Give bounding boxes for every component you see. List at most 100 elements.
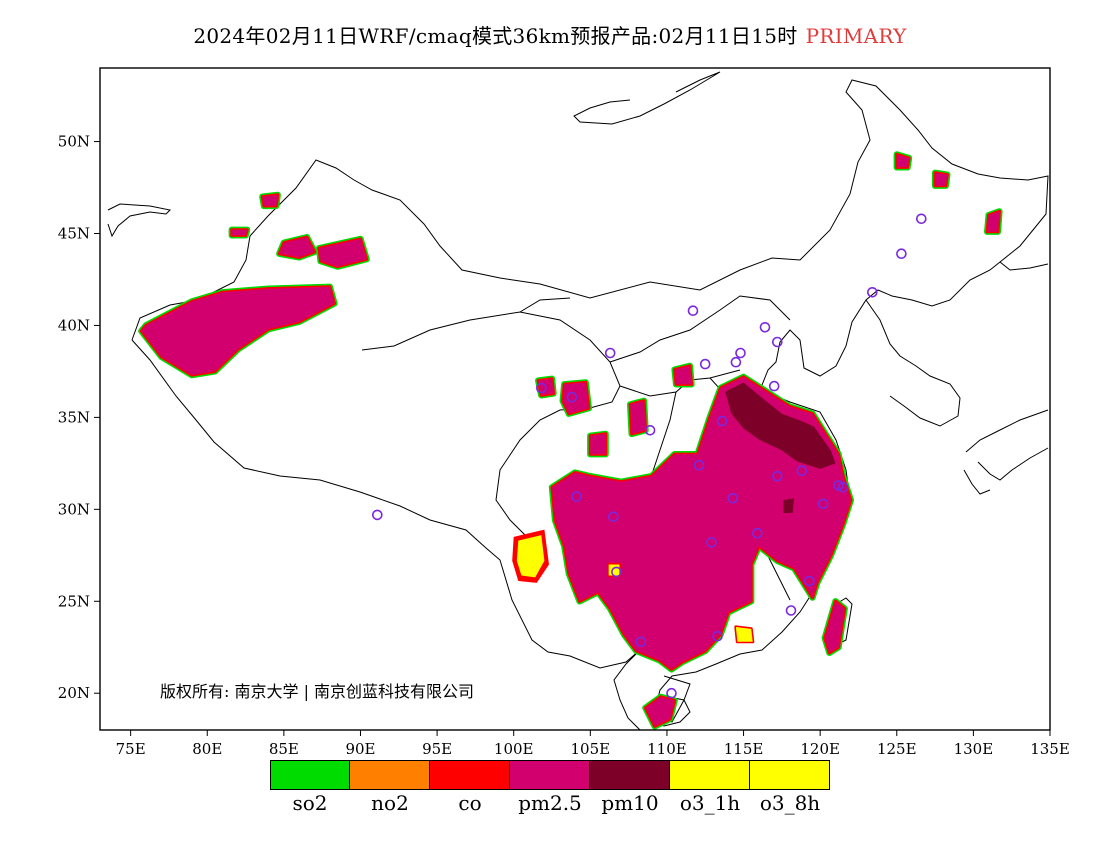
lon-tick-label: 120E [800, 740, 840, 758]
lon-tick-label: 80E [192, 740, 222, 758]
site-marker [915, 213, 927, 225]
site-marker [644, 424, 656, 436]
site-marker [796, 465, 808, 477]
o3-region-guangdong-o3 [735, 627, 753, 642]
site-marker [768, 380, 780, 392]
legend-swatch-no2 [350, 760, 430, 790]
legend-swatch-co [430, 760, 510, 790]
pm25-region-ne-c [987, 211, 1000, 232]
site-marker [371, 509, 383, 521]
legend-label: no2 [371, 791, 409, 815]
pollutant-layers [138, 151, 1003, 730]
lon-tick-label: 115E [724, 740, 764, 758]
legend-swatch-o31h [670, 760, 750, 790]
lon-tick-label: 90E [345, 740, 375, 758]
legend-label: o3_8h [759, 791, 821, 815]
site-marker [566, 391, 578, 403]
legend-label: co [458, 791, 482, 815]
plot-frame [99, 67, 1051, 731]
monitoring-sites [371, 213, 927, 699]
legend-swatch-pm25 [510, 760, 590, 790]
lat-tick-label: 20N [58, 684, 90, 702]
lat-tick-label: 45N [58, 225, 90, 243]
site-marker [571, 491, 582, 502]
lat-tick-label: 40N [58, 316, 90, 334]
pm25-region-xinjiang-north-a [279, 237, 315, 258]
title-tag: PRIMARY [805, 24, 907, 48]
pm25-region-edge-central-china [550, 375, 853, 671]
pm25-region-xinjiang-north-d [231, 229, 248, 236]
legend-label: pm2.5 [518, 791, 582, 815]
legend-swatch-so2 [270, 760, 350, 790]
legend: so2 no2 co pm2.5 pm10 o3_1h o3_8h [270, 760, 830, 815]
lon-tick-label: 125E [877, 740, 917, 758]
site-marker [607, 511, 619, 523]
pm25-region-hainan [645, 696, 675, 727]
vietnam-coast [613, 649, 641, 730]
legend-swatch-o38h [750, 760, 830, 790]
site-marker [804, 575, 815, 587]
copyright-text: 版权所有: 南京大学 | 南京创蓝科技有限公司 [160, 682, 474, 701]
lon-tick-label: 100E [494, 740, 534, 758]
site-marker [535, 382, 547, 394]
russia-coast [999, 261, 1049, 271]
map-title: 2024年02月11日WRF/cmaq模式36km预报产品:02月11日15时 P… [0, 20, 1100, 49]
pm25-region-xinjiang-north-b [319, 239, 367, 267]
pm25-region-ne-a [896, 154, 909, 168]
site-marker [759, 321, 771, 333]
legend-label: pm10 [601, 791, 659, 815]
latitude-axis: 50N 45N 40N 35N 30N 25N 20N [58, 133, 100, 702]
legend-labels: so2 no2 co pm2.5 pm10 o3_1h o3_8h [270, 790, 830, 815]
site-marker [635, 636, 647, 648]
lon-tick-label: 95E [422, 740, 452, 758]
site-marker [771, 336, 783, 348]
site-marker [611, 566, 622, 578]
pm25-region-shanxi-a [630, 400, 646, 434]
site-marker [771, 470, 783, 482]
legend-swatches [270, 760, 830, 790]
pm25-region-edge-xinjiang-north-b [317, 237, 369, 269]
lon-tick-label: 85E [269, 740, 299, 758]
pm25-region-taiwan [824, 601, 845, 653]
lon-tick-label: 75E [116, 740, 146, 758]
site-marker [727, 492, 739, 504]
site-marker [604, 347, 616, 359]
china-border [131, 79, 1049, 391]
korea-outline [865, 299, 961, 427]
lat-tick-label: 30N [58, 500, 90, 518]
o3-region-guizhou-o3 [608, 564, 620, 576]
legend-swatch-pm10 [590, 760, 670, 790]
china-sw-border [131, 339, 641, 669]
lat-tick-label: 50N [58, 133, 90, 151]
lon-tick-label: 105E [571, 740, 611, 758]
site-marker [751, 527, 763, 539]
site-marker [716, 415, 728, 427]
pm25-region-xinjiang-north-c [262, 194, 278, 206]
pm25-region-xinjiang-tarim [141, 286, 335, 376]
site-marker [706, 537, 717, 548]
lake-baikal [573, 71, 721, 125]
site-marker [785, 605, 797, 616]
site-marker [712, 630, 723, 642]
site-marker [666, 687, 677, 699]
site-marker [730, 356, 742, 368]
pm25-region-shanxi-b [674, 365, 692, 385]
o3-region-yunnan-o3 [516, 535, 545, 578]
japan-outline [963, 409, 1049, 495]
lon-tick-label: 135E [1030, 740, 1070, 758]
site-marker [735, 347, 746, 359]
legend-label: so2 [292, 791, 328, 815]
legend-label: o3_1h [679, 791, 741, 815]
title-main: 2024年02月11日WRF/cmaq模式36km预报产品:02月11日15时 [193, 24, 798, 48]
longitude-axis: 75E 80E 85E 90E 95E 100E 105E 110E 115E 120E 125E 1… [116, 730, 1070, 758]
site-marker [817, 498, 829, 510]
pm25-region-ne-b [935, 172, 948, 186]
site-marker [866, 286, 878, 298]
site-marker [833, 480, 844, 491]
lat-tick-label: 25N [58, 592, 90, 610]
pm25-region-central-china [552, 376, 851, 670]
pm25-region-sichuan-a [590, 433, 606, 455]
pm10-region-jiangxi-spot [783, 498, 795, 513]
balkhash-lake [107, 203, 172, 238]
site-marker [896, 248, 907, 259]
